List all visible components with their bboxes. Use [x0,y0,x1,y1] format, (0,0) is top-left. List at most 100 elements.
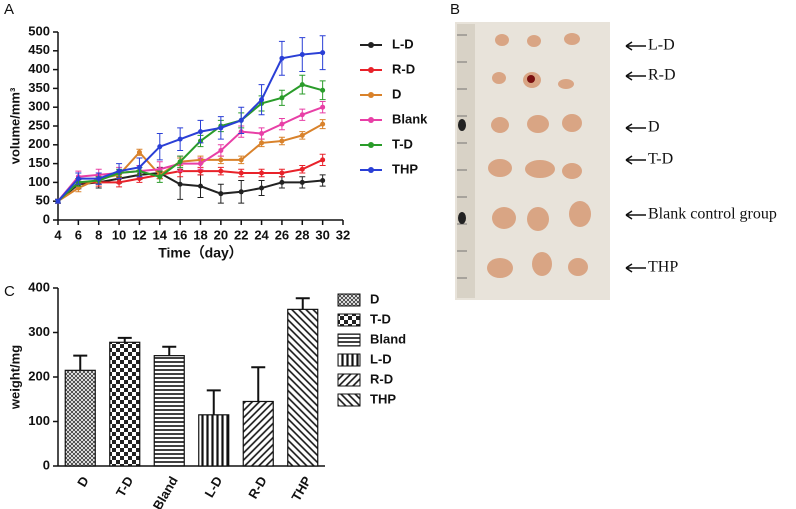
error-bar [295,297,310,310]
error-bar [251,366,266,402]
error-bar [73,354,88,371]
x-tick-label: 16 [173,227,187,242]
panel-label: A [4,1,14,18]
series-line [57,51,323,202]
point [238,117,244,123]
point [177,136,183,142]
legend-marker [368,42,374,48]
x-tick-label: 6 [75,227,82,242]
y-axis-label: weight/mg [7,345,22,410]
series-line [57,83,323,202]
x-tick-label: 32 [336,227,350,242]
point [75,185,81,191]
point [320,50,326,56]
point [279,95,285,101]
series-line [57,158,324,202]
tumor-spot [527,75,535,83]
x-tick-label: 30 [315,227,329,242]
ruler-mark [458,119,466,131]
point [157,144,163,150]
x-tick-label: 14 [153,227,168,242]
x-tick-label: 12 [132,227,146,242]
x-tick-label: 10 [112,227,126,242]
point [198,168,203,174]
legend-label: T-D [370,311,391,326]
point [299,166,305,172]
point [299,132,305,138]
y-tick-label: 450 [28,42,50,57]
point [238,189,244,195]
y-tick-label: 400 [28,61,50,76]
point [259,140,265,146]
point [299,52,305,58]
arrow [625,71,646,81]
tumors [487,33,591,278]
y-tick-label: 400 [28,279,50,294]
y-tick-label: 200 [28,136,50,151]
point [279,179,285,185]
bar [64,369,96,467]
point [320,157,326,163]
legend-swatch [337,353,361,367]
legend-marker [368,117,374,123]
point [55,198,61,204]
point [320,104,326,110]
legend-marker [368,167,374,173]
y-tick-label: 100 [28,174,50,189]
x-tick-label: THP [288,473,314,503]
legend-label: D [370,291,379,306]
point [116,168,122,174]
legend-label: Bland [370,331,406,346]
photo-label: Blank control group [648,206,777,223]
point [299,82,305,88]
x-tick-label: 4 [54,227,62,242]
point [259,97,265,103]
y-tick-label: 100 [28,413,50,428]
point [320,121,326,127]
legend-label: R-D [392,61,415,76]
point [218,125,224,131]
legend-label: D [392,86,401,101]
point [218,147,224,153]
legend-swatch [337,313,361,327]
bar [109,341,141,467]
point [116,179,122,185]
legend-label: THP [392,161,418,176]
photo-background [455,22,610,300]
photo-label: THP [648,259,678,276]
point [96,176,102,182]
panel-label: C [4,283,15,300]
point [279,55,285,61]
legend-label: L-D [392,36,414,51]
legend-label: L-D [370,351,392,366]
x-tick-label: R-D [245,474,270,502]
bar [242,400,274,467]
point [157,174,163,180]
photo [455,22,610,300]
x-tick-label: L-D [201,474,225,500]
y-tick-label: 200 [28,368,50,383]
point [279,138,285,144]
y-tick-label: 150 [28,155,50,170]
point [320,178,326,184]
legend-marker [368,92,374,98]
arrow [625,263,646,273]
legend-swatch [337,373,361,387]
error-bar [206,389,221,415]
point [299,112,305,118]
point [157,166,163,172]
arrow [625,210,646,220]
legend-swatch [337,333,361,347]
point [75,176,81,182]
legend-marker [368,67,374,73]
bar [287,308,319,467]
point [136,176,142,182]
legend-label: R-D [370,371,393,386]
error-bar [162,345,177,356]
y-tick-label: 300 [28,99,50,114]
photo-label: D [648,119,660,136]
y-tick-label: 0 [43,457,50,472]
point [238,170,244,176]
